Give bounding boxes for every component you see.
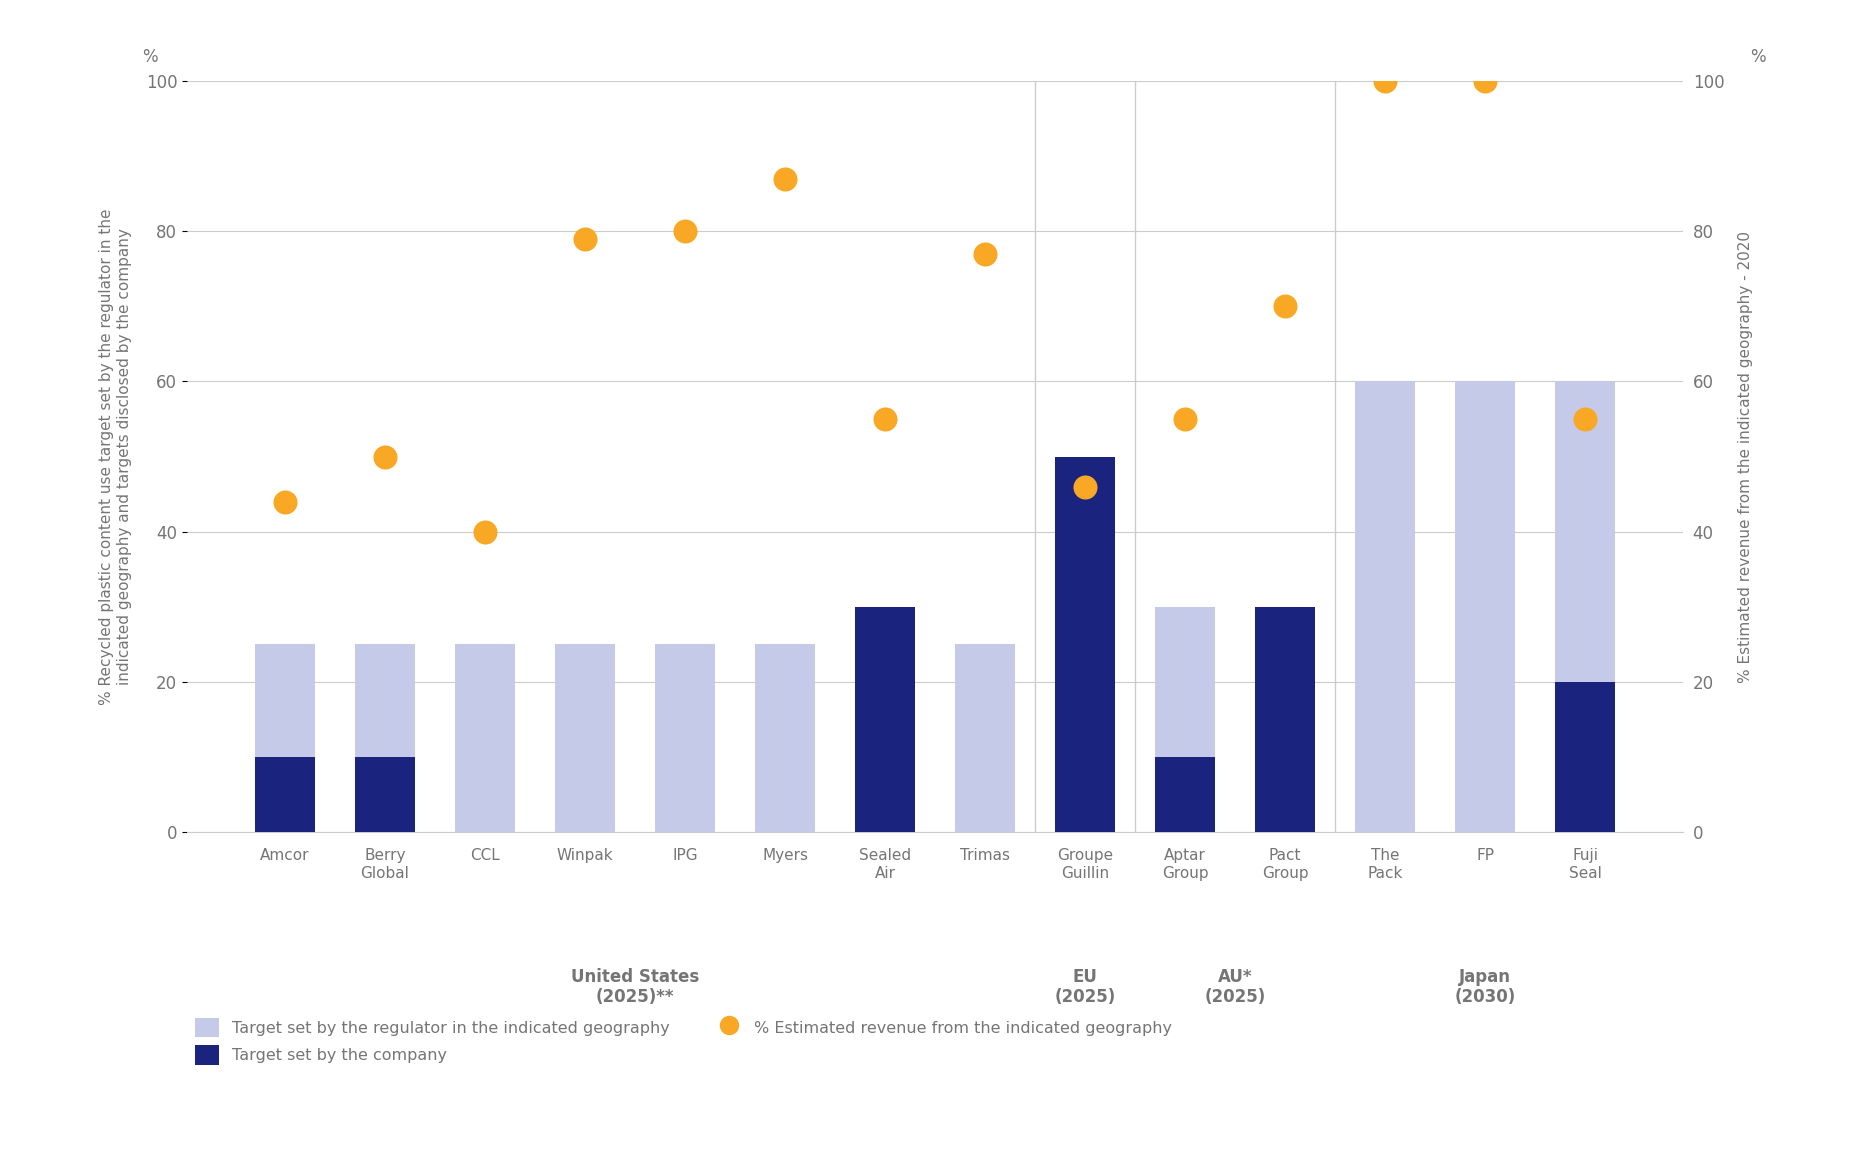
Point	[570, 229, 600, 247]
Bar	[855, 607, 914, 832]
Bar	[555, 644, 615, 832]
Point	[971, 244, 1000, 262]
Bar	[1356, 381, 1416, 832]
Bar	[1255, 607, 1315, 832]
Bar	[1055, 457, 1115, 832]
Bar	[1255, 607, 1315, 832]
Point	[669, 222, 699, 240]
Point	[870, 409, 899, 428]
Bar	[1156, 607, 1216, 832]
Bar	[956, 644, 1015, 832]
Text: %: %	[142, 47, 157, 66]
Bar	[254, 644, 314, 832]
Text: United States
(2025)**: United States (2025)**	[570, 968, 699, 1007]
Point	[770, 169, 800, 187]
Point	[269, 492, 299, 511]
Point	[1070, 477, 1100, 496]
Text: %: %	[1750, 47, 1765, 66]
Point	[1470, 72, 1500, 90]
Bar	[254, 757, 314, 832]
Bar	[454, 644, 514, 832]
Bar	[355, 757, 415, 832]
Y-axis label: % Estimated revenue from the indicated geography - 2020: % Estimated revenue from the indicated g…	[1739, 230, 1754, 683]
Text: Japan
(2030): Japan (2030)	[1455, 968, 1515, 1007]
Text: EU
(2025): EU (2025)	[1055, 968, 1116, 1007]
Legend: Target set by the regulator in the indicated geography, Target set by the compan: Target set by the regulator in the indic…	[194, 1017, 1172, 1065]
Bar	[855, 607, 914, 832]
Bar	[654, 644, 714, 832]
Point	[469, 523, 499, 541]
Y-axis label: % Recycled plastic content use target set by the regulator in the
indicated geog: % Recycled plastic content use target se…	[99, 208, 131, 705]
Point	[1171, 409, 1201, 428]
Point	[370, 447, 400, 466]
Bar	[355, 644, 415, 832]
Point	[1571, 409, 1601, 428]
Bar	[1055, 607, 1115, 832]
Bar	[1156, 757, 1216, 832]
Text: AU*
(2025): AU* (2025)	[1204, 968, 1266, 1007]
Bar	[755, 644, 815, 832]
Point	[1371, 72, 1401, 90]
Bar	[1556, 682, 1616, 832]
Bar	[1455, 381, 1515, 832]
Point	[1270, 297, 1300, 316]
Bar	[1556, 381, 1616, 832]
